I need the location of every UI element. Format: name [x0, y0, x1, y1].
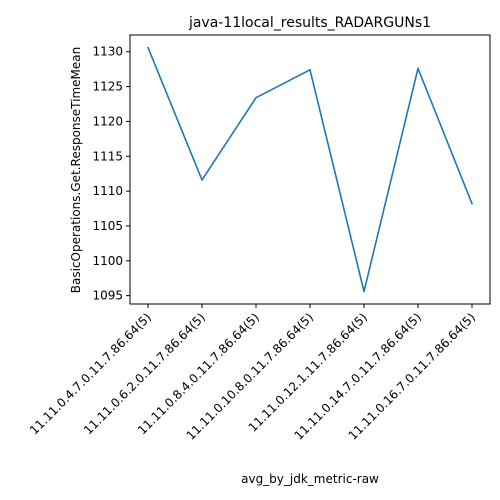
data-point — [201, 179, 203, 181]
series-layer — [147, 46, 473, 293]
data-point — [255, 96, 257, 99]
y-tick-label: 1095 — [92, 289, 123, 303]
y-tick-label: 1115 — [92, 149, 123, 163]
data-point — [363, 290, 365, 293]
chart-title: java-11local_results_RADARGUNs1 — [188, 15, 431, 31]
y-axis: 1095 1100 1105 1110 1115 1120 1125 1130 — [92, 45, 130, 303]
y-tick-label: 1105 — [92, 219, 123, 233]
y-axis-title: BasicOperations.Get.ResponseTimeMean — [69, 47, 83, 293]
y-tick-label: 1120 — [92, 114, 123, 128]
x-axis: 11.11.0.4.7.0.11.7.86.64(5)11.11.0.6.2.0… — [27, 304, 478, 443]
y-tick-label: 1130 — [92, 45, 123, 59]
data-point — [471, 202, 473, 205]
data-point — [417, 67, 419, 70]
plot-frame — [129, 34, 491, 305]
y-tick-label: 1110 — [92, 184, 123, 198]
y-tick-label: 1100 — [92, 254, 123, 268]
x-axis-title: avg_by_jdk_metric-raw — [241, 472, 379, 486]
data-point — [309, 69, 311, 71]
series-line — [147, 47, 473, 293]
data-point — [147, 46, 149, 49]
y-tick-label: 1125 — [92, 80, 123, 94]
plot-area — [129, 34, 491, 305]
